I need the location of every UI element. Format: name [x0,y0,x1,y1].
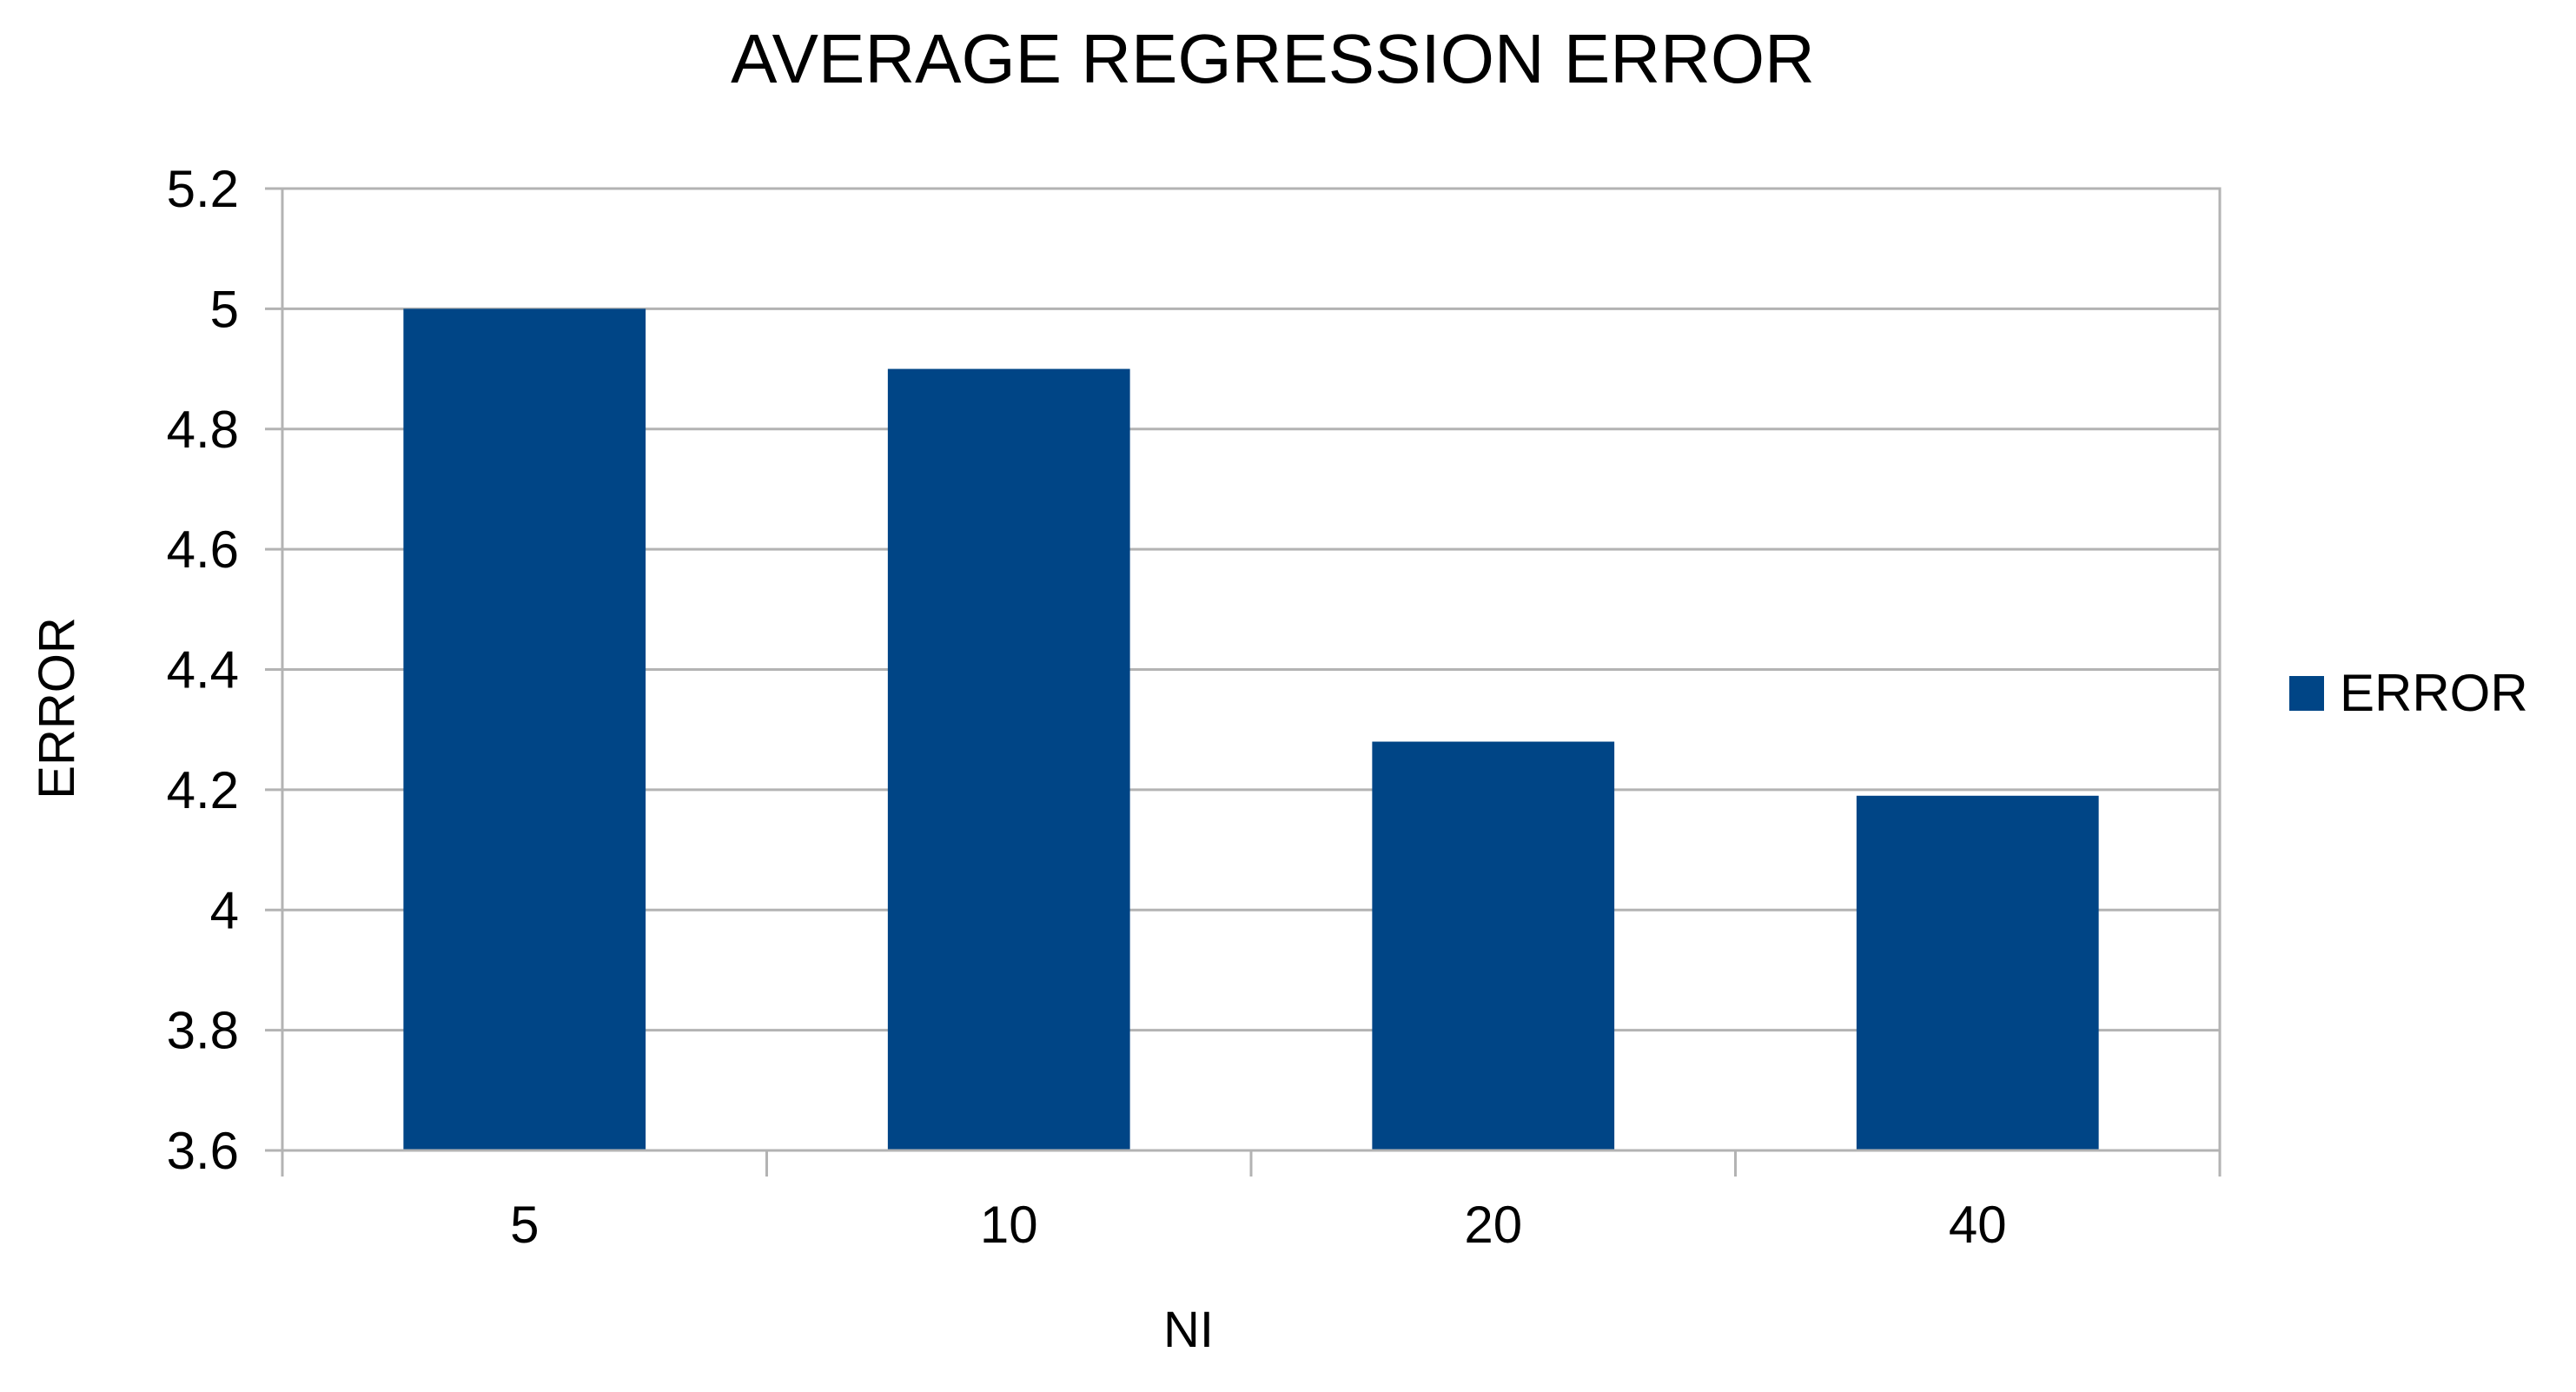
bar-5 [403,308,646,1150]
chart-title: AVERAGE REGRESSION ERROR [731,20,1815,97]
legend-swatch [2289,676,2324,711]
y-tick-label: 4.4 [167,641,239,699]
bar-10 [887,368,1130,1150]
y-tick-label: 3.8 [167,1002,239,1060]
y-tick-label: 4.6 [167,520,239,579]
y-tick-label: 3.6 [167,1122,239,1180]
y-axis-ticks: 3.6 3.8 4 4.2 4.4 4.6 4.8 5 5.2 [167,160,282,1180]
legend-label: ERROR [2340,664,2528,722]
x-tick-label: 20 [1464,1196,1522,1254]
x-axis-label: NI [1163,1302,1214,1358]
y-tick-label: 4.2 [167,761,239,819]
bars [403,308,2099,1150]
bar-40 [1856,795,2099,1150]
bar-20 [1372,741,1615,1150]
y-tick-label: 4.8 [167,401,239,459]
y-tick-label: 5 [210,280,239,338]
x-tick-label: 40 [1949,1196,2007,1254]
y-tick-label: 5.2 [167,160,239,218]
x-axis-ticks: 5 10 20 40 [281,1150,2222,1254]
y-axis-label: ERROR [29,617,85,799]
legend: ERROR [2289,664,2528,722]
y-tick-label: 4 [210,881,239,939]
x-tick-label: 5 [510,1196,539,1254]
x-tick-label: 10 [980,1196,1038,1254]
